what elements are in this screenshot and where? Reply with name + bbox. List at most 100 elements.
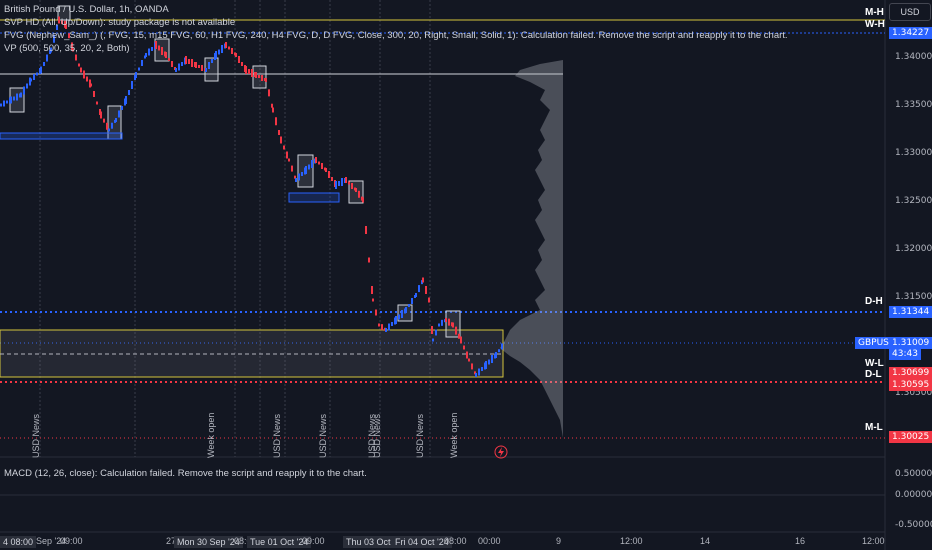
candle <box>308 164 310 170</box>
time-tick: 12:00 <box>620 536 643 546</box>
candle <box>351 183 353 189</box>
candle <box>195 62 197 68</box>
candle <box>435 329 437 336</box>
volume-profile <box>500 60 563 438</box>
currency-button[interactable]: USD <box>889 3 931 21</box>
candle <box>288 158 290 162</box>
event-label: USD News <box>272 413 282 458</box>
candle <box>275 117 277 126</box>
candle <box>135 72 137 78</box>
candle <box>391 322 393 326</box>
candle <box>75 54 77 61</box>
event-label: USD News <box>31 413 41 458</box>
candle <box>235 53 237 57</box>
candle <box>315 157 317 163</box>
candle <box>268 89 270 97</box>
candle <box>298 173 300 181</box>
time-tick: 14 <box>700 536 711 546</box>
candle <box>20 92 22 98</box>
candle <box>111 122 113 129</box>
candle <box>501 343 503 350</box>
candle <box>278 130 280 135</box>
candle <box>258 75 260 78</box>
candle <box>40 66 42 74</box>
candle <box>225 42 227 48</box>
candle <box>488 359 490 365</box>
candle <box>100 111 102 119</box>
candle <box>385 328 387 332</box>
candle <box>191 59 193 67</box>
candle <box>265 78 267 82</box>
candle <box>395 316 397 324</box>
candle <box>261 75 263 81</box>
candle <box>201 65 203 71</box>
candle <box>13 96 15 101</box>
candle <box>241 62 243 66</box>
candle <box>401 310 403 318</box>
candle <box>432 338 434 342</box>
candle <box>168 58 170 61</box>
event-label: Week open <box>206 412 216 458</box>
lightning-icon[interactable] <box>494 445 508 459</box>
d-h-label: D-H <box>865 296 883 307</box>
candle <box>485 361 487 369</box>
candle <box>93 91 95 97</box>
candle <box>331 177 333 181</box>
candle <box>455 326 457 335</box>
d-h-price-tag: 1.31344 <box>889 306 932 318</box>
candle <box>415 293 417 297</box>
candle <box>128 90 130 95</box>
event-lines <box>39 0 431 457</box>
candle <box>328 171 330 178</box>
candle <box>422 277 424 283</box>
time-tick: 00:00 <box>478 536 501 546</box>
candle <box>335 181 337 189</box>
candle <box>495 352 497 358</box>
candles <box>0 16 503 377</box>
candle <box>125 96 127 104</box>
candle <box>294 175 296 179</box>
candle <box>215 51 217 59</box>
candle <box>460 336 462 344</box>
w-l-price-tag: 1.30699 <box>889 367 932 379</box>
time-tick: Sep '24 <box>36 536 67 546</box>
price-tick: 1.34000 <box>895 52 932 62</box>
time-tick: Mon 30 Sep '24 <box>174 536 243 548</box>
candle <box>283 145 285 150</box>
time-tick: Tue 01 Oct '24 <box>247 536 312 548</box>
time-tick: 09:00 <box>302 536 325 546</box>
candle <box>181 62 183 66</box>
time-tick: 16 <box>795 536 806 546</box>
time-tick: 27 <box>166 536 177 546</box>
candle <box>205 68 207 72</box>
svp-legend: SVP HD (All, Up/Down): study package is … <box>4 17 236 28</box>
candle <box>355 188 357 192</box>
d-l-label: D-L <box>865 369 882 380</box>
candle <box>61 20 63 25</box>
candle <box>458 333 460 339</box>
candle <box>56 25 58 30</box>
price-tick: 1.32500 <box>895 196 932 206</box>
candle <box>321 163 323 169</box>
candle <box>158 45 160 51</box>
candle <box>238 56 240 63</box>
time-tick: 4 08:00 <box>0 536 37 548</box>
candle <box>438 323 440 327</box>
time-tick: 08:00 <box>444 536 467 546</box>
price-tick: 1.33000 <box>895 148 932 158</box>
candle <box>161 47 163 55</box>
price-tick: 1.32000 <box>895 244 932 254</box>
candle <box>471 363 473 370</box>
candle <box>368 257 370 263</box>
candle <box>325 168 327 172</box>
candle <box>78 63 80 67</box>
event-label: USD News <box>415 413 425 458</box>
candle <box>83 70 85 79</box>
candle <box>185 56 187 64</box>
candle <box>72 48 74 52</box>
candle <box>138 67 140 71</box>
candle <box>475 373 477 377</box>
macd-tick: -0.50000 <box>895 520 932 530</box>
candle <box>6 100 8 104</box>
